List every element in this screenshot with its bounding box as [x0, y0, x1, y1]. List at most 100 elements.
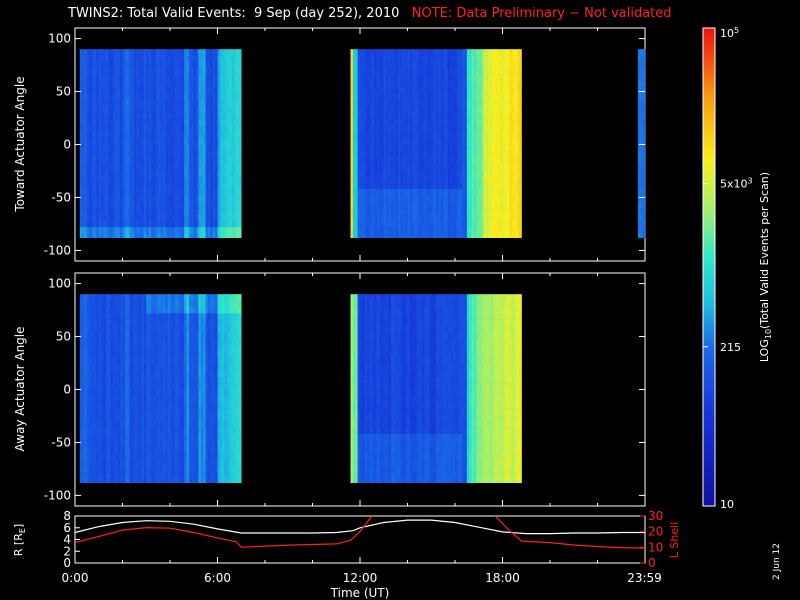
- toward-heatmap-cell: [101, 55, 104, 63]
- toward-heatmap-cell: [500, 227, 503, 234]
- toward-heatmap-cell: [186, 163, 190, 171]
- toward-heatmap-cell: [105, 87, 109, 94]
- toward-heatmap-cell: [516, 125, 520, 133]
- toward-heatmap-cell: [238, 87, 242, 94]
- toward-heatmap-cell: [219, 163, 223, 171]
- toward-heatmap-cell: [217, 74, 221, 82]
- toward-heatmap-cell: [474, 208, 477, 215]
- toward-heatmap-cell: [462, 220, 465, 228]
- away-heatmap-cell: [105, 408, 109, 416]
- toward-heatmap-cell: [84, 138, 88, 145]
- toward-heatmap-cell: [189, 157, 192, 164]
- toward-heatmap-cell: [371, 87, 375, 94]
- toward-heatmap-cell: [179, 163, 183, 171]
- toward-heatmap-cell: [352, 74, 356, 82]
- toward-heatmap-cell: [464, 169, 468, 177]
- toward-heatmap-cell: [215, 195, 218, 202]
- toward-heatmap-cell: [407, 163, 411, 171]
- away-heatmap-cell: [127, 402, 130, 409]
- toward-heatmap-cell: [409, 188, 413, 196]
- toward-heatmap-cell: [452, 214, 456, 222]
- toward-heatmap-cell: [414, 208, 418, 215]
- toward-heatmap-cell: [141, 214, 145, 222]
- toward-heatmap-cell: [419, 227, 423, 234]
- toward-heatmap-cell: [352, 220, 356, 228]
- toward-heatmap-cell: [238, 68, 242, 75]
- toward-heatmap-cell: [224, 106, 228, 114]
- toward-heatmap-cell: [374, 68, 377, 75]
- toward-heatmap-cell: [238, 169, 242, 177]
- toward-heatmap-cell: [170, 61, 173, 69]
- toward-heatmap-cell: [177, 49, 180, 56]
- away-heatmap-cell: [94, 306, 97, 314]
- toward-heatmap-cell: [405, 55, 408, 63]
- toward-heatmap-cell: [516, 119, 520, 126]
- toward-heatmap-cell: [478, 49, 482, 56]
- toward-heatmap-cell: [148, 80, 152, 88]
- toward-heatmap-cell: [108, 233, 111, 238]
- toward-heatmap-cell: [419, 80, 423, 88]
- toward-heatmap-cell: [181, 68, 185, 75]
- toward-heatmap-cell: [407, 176, 411, 183]
- toward-heatmap-cell: [390, 227, 394, 234]
- away-heatmap-cell: [110, 332, 114, 339]
- toward-heatmap-cell: [642, 195, 646, 202]
- toward-heatmap-cell: [481, 131, 484, 139]
- toward-heatmap-cell: [502, 163, 506, 171]
- toward-heatmap-cell: [141, 49, 145, 56]
- toward-heatmap-cell: [464, 176, 468, 183]
- toward-heatmap-cell: [203, 188, 206, 196]
- away-heatmap-cell: [129, 306, 133, 314]
- toward-heatmap-cell: [177, 119, 180, 126]
- toward-heatmap-cell: [400, 55, 404, 63]
- toward-heatmap-cell: [215, 144, 218, 152]
- toward-heatmap-cell: [170, 87, 173, 94]
- toward-heatmap-cell: [369, 125, 373, 133]
- toward-heatmap-cell: [409, 131, 413, 139]
- toward-heatmap-cell: [443, 208, 446, 215]
- toward-heatmap-cell: [476, 201, 480, 209]
- toward-heatmap-cell: [179, 176, 183, 183]
- away-heatmap-cell: [84, 300, 88, 308]
- toward-heatmap-cell: [440, 93, 444, 101]
- toward-heatmap-cell: [141, 182, 145, 190]
- toward-heatmap-cell: [196, 182, 199, 190]
- away-heatmap-cell: [94, 351, 97, 359]
- toward-heatmap-cell: [642, 208, 646, 215]
- toward-heatmap-cell: [466, 74, 470, 82]
- toward-heatmap-cell: [117, 93, 121, 101]
- toward-heatmap-cell: [393, 138, 396, 145]
- toward-heatmap-cell: [509, 195, 513, 202]
- toward-heatmap-cell: [117, 201, 121, 209]
- toward-heatmap-cell: [110, 163, 114, 171]
- toward-heatmap-cell: [414, 157, 418, 164]
- toward-heatmap-cell: [455, 106, 458, 114]
- toward-heatmap-cell: [184, 100, 187, 107]
- toward-heatmap-cell: [238, 163, 242, 171]
- toward-heatmap-cell: [471, 182, 475, 190]
- away-heatmap-cell: [105, 433, 109, 441]
- toward-heatmap-cell: [236, 61, 240, 69]
- away-heatmap-cell: [94, 465, 97, 473]
- toward-heatmap-cell: [172, 112, 176, 120]
- toward-heatmap-cell: [115, 188, 119, 196]
- toward-heatmap-cell: [127, 87, 130, 94]
- toward-heatmap-cell: [440, 208, 444, 215]
- toward-heatmap-cell: [234, 144, 237, 152]
- toward-heatmap-cell: [82, 55, 85, 63]
- away-heatmap-cell: [127, 440, 130, 447]
- toward-heatmap-cell: [445, 144, 449, 152]
- toward-heatmap-cell: [369, 106, 373, 114]
- toward-heatmap-cell: [369, 100, 373, 107]
- toward-heatmap-cell: [409, 138, 413, 145]
- toward-heatmap-cell: [445, 220, 449, 228]
- toward-heatmap-cell: [203, 100, 206, 107]
- toward-heatmap-cell: [120, 49, 123, 56]
- toward-heatmap-cell: [421, 119, 425, 126]
- toward-heatmap-cell: [174, 208, 178, 215]
- toward-heatmap-cell: [485, 87, 489, 94]
- toward-heatmap-cell: [514, 112, 518, 120]
- toward-heatmap-cell: [438, 227, 442, 234]
- toward-heatmap-cell: [132, 150, 135, 158]
- toward-heatmap-cell: [452, 169, 456, 177]
